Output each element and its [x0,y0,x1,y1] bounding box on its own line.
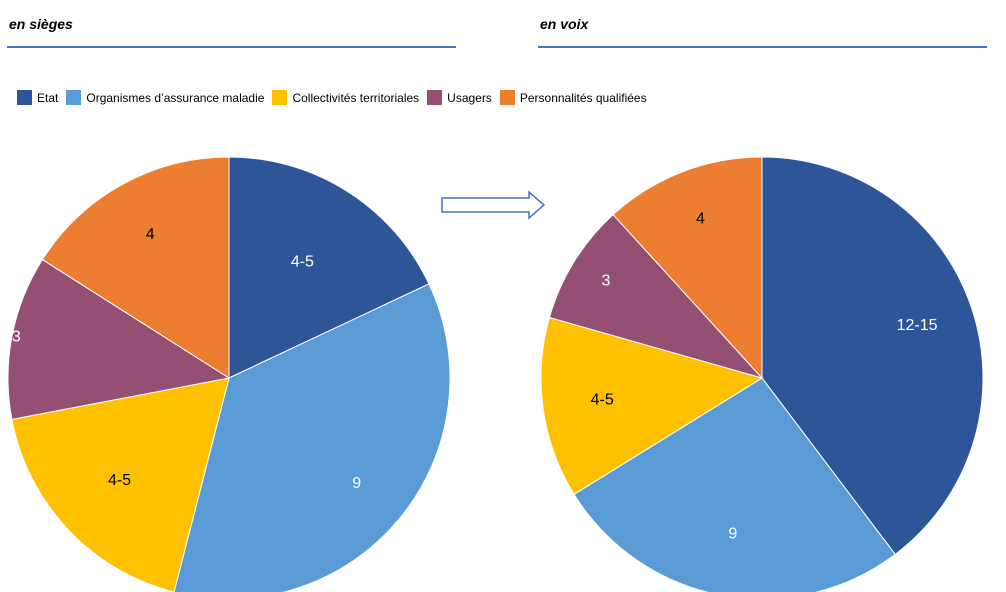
legend-label: Personnalités qualifiées [519,90,647,105]
pie-slice-usagers [7,258,231,420]
title-underline-votes [538,46,987,48]
right-arrow-icon [441,190,546,220]
legend-item-personnalites: Personnalités qualifiées [499,90,647,105]
pie-slice-usagers [548,213,764,379]
pie-chart-votes: 12-15 9 4-5 3 4 [540,156,984,592]
legend-swatch [499,90,515,105]
chart-title-votes: en voix [540,16,589,32]
data-label-usagers: 3 [602,273,611,290]
data-label-assurance-maladie: 9 [352,475,361,492]
data-label-assurance-maladie: 9 [728,526,737,543]
pie-slice-personnalites [612,156,763,380]
legend-swatch [427,90,443,105]
legend-label: Usagers [447,90,492,105]
data-label-etat: 12-15 [897,317,938,334]
pie-slice-collectivites [11,377,230,592]
pie-chart-seats: 4-5 9 4-5 3 4 [7,156,451,592]
legend-swatch [272,90,288,105]
pie-slice-assurance-maladie [173,283,451,592]
data-label-usagers: 3 [12,329,21,346]
legend-item-assurance-maladie: Organismes d’assurance maladie [66,90,264,105]
pie-slice-etat [228,156,430,379]
data-label-etat: 4-5 [291,254,314,271]
legend-item-etat: Etat [17,90,58,105]
data-label-personnalites: 4 [696,211,705,228]
legend-label: Etat [37,90,59,105]
data-label-personnalites: 4 [146,226,155,243]
legend-label: Collectivités territoriales [292,90,420,105]
chart-title-seats: en sièges [9,16,73,32]
pie-slice-etat [761,156,984,556]
pie-slice-collectivites [540,316,764,496]
pie-slice-personnalites [41,156,230,379]
data-label-collectivites: 4-5 [591,392,614,409]
title-underline-seats [7,46,456,48]
legend-label: Organismes d’assurance maladie [86,90,265,105]
legend-swatch [17,90,32,105]
data-label-collectivites: 4-5 [108,472,131,489]
chart-legend: Etat Organismes d’assurance maladie Coll… [17,90,655,105]
legend-item-usagers: Usagers [427,90,492,105]
pie-slice-assurance-maladie [573,377,896,592]
legend-swatch [66,90,82,105]
legend-item-collectivites: Collectivités territoriales [272,90,419,105]
